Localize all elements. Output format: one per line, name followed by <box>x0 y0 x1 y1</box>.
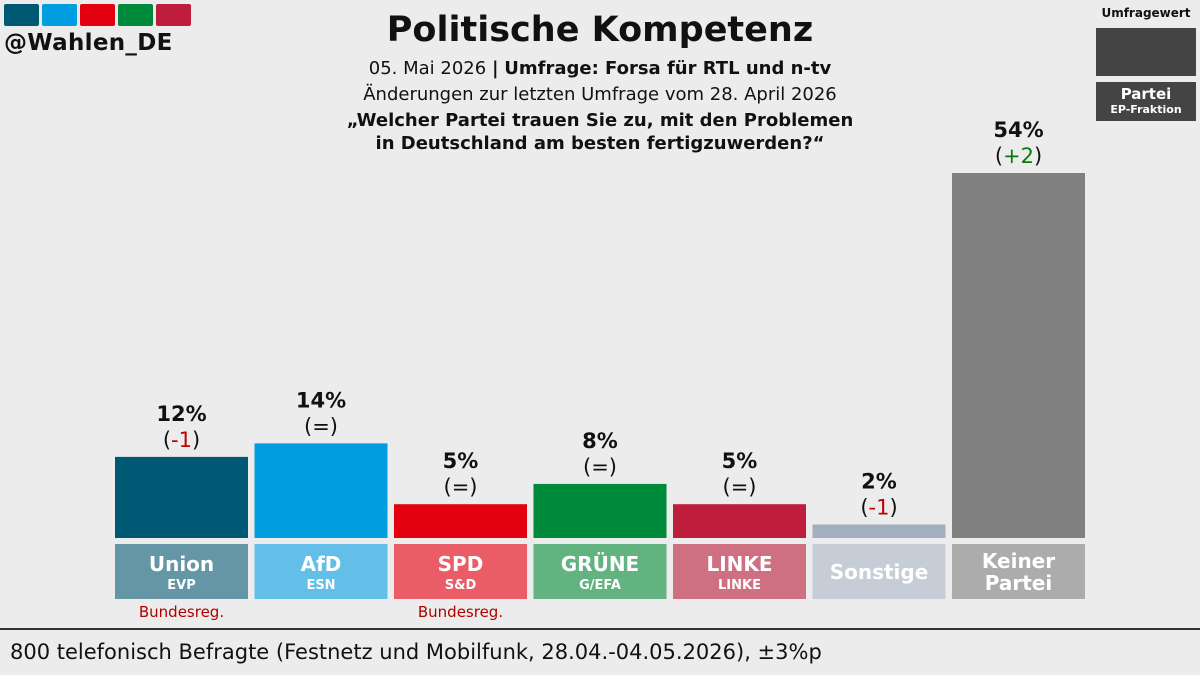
value-label: 54% <box>993 118 1043 142</box>
legend-party-box: Partei EP-Fraktion <box>1096 82 1196 121</box>
party-name: Keiner <box>982 549 1055 573</box>
logo-block <box>156 4 191 26</box>
value-label: 8% <box>582 429 618 453</box>
bar-4 <box>533 483 667 538</box>
poll-source: Umfrage: Forsa für RTL und n-tv <box>504 58 832 79</box>
change-label: (+2) <box>995 144 1042 168</box>
logo-block <box>42 4 77 26</box>
change-label: (=) <box>723 475 757 499</box>
change-label: (-1) <box>163 428 200 452</box>
poll-date: 05. Mai 2026 <box>368 58 487 79</box>
faction-name: S&D <box>445 578 477 593</box>
party-name: LINKE <box>706 552 772 576</box>
bar-2 <box>254 443 388 538</box>
change-label: (=) <box>304 414 338 438</box>
faction-name: ESN <box>306 578 335 593</box>
logo-block <box>4 4 39 26</box>
value-label: 12% <box>156 402 206 426</box>
value-label: 5% <box>722 449 758 473</box>
party-label-box <box>812 544 946 599</box>
value-label: 2% <box>861 469 897 493</box>
party-name: GRÜNE <box>561 552 639 576</box>
party-name: Partei <box>985 571 1052 595</box>
value-label: 14% <box>296 388 346 412</box>
party-name: Sonstige <box>830 560 929 584</box>
change-label: (=) <box>444 475 478 499</box>
change-label: (-1) <box>860 495 897 519</box>
question-line-1: „Welcher Partei trauen Sie zu, mit den P… <box>346 110 854 131</box>
faction-name: LINKE <box>718 578 761 593</box>
account-handle: @Wahlen_DE <box>4 30 173 56</box>
value-label: 5% <box>443 449 479 473</box>
legend: Umfragewert Partei EP-Fraktion <box>1096 6 1196 121</box>
legend-faction-label: EP-Fraktion <box>1110 103 1182 116</box>
separator: | <box>491 58 499 79</box>
change-label: (=) <box>583 455 617 479</box>
chart-title: Politische Kompetenz <box>386 10 814 50</box>
government-note: Bundesreg. <box>418 603 503 621</box>
party-label-box <box>394 544 527 599</box>
bar-1 <box>115 456 248 538</box>
footer-divider <box>0 628 1200 630</box>
party-label-box <box>673 544 806 599</box>
party-name: AfD <box>301 552 342 576</box>
legend-title: Umfragewert <box>1101 6 1191 20</box>
brand-logo-blocks <box>4 4 191 26</box>
bar-6 <box>812 524 946 538</box>
subtitle-changes: Änderungen zur letzten Umfrage vom 28. A… <box>363 84 837 105</box>
logo-block <box>80 4 115 26</box>
party-label-box <box>115 544 248 599</box>
faction-name: G/EFA <box>579 578 621 593</box>
bar-3 <box>394 504 527 538</box>
faction-name: EVP <box>167 578 195 593</box>
bar-7 <box>952 173 1085 538</box>
party-label-box <box>952 544 1085 599</box>
party-name: Union <box>149 552 214 576</box>
party-label-box <box>533 544 667 599</box>
bar-5 <box>673 504 806 538</box>
logo-block <box>118 4 153 26</box>
legend-party-label: Partei <box>1120 85 1172 103</box>
party-label-box <box>254 544 388 599</box>
poll-question: „Welcher Partei trauen Sie zu, mit den P… <box>300 109 900 155</box>
subtitle-date-source: 05. Mai 2026 | Umfrage: Forsa für RTL un… <box>0 58 1200 79</box>
legend-value-swatch <box>1096 28 1196 76</box>
government-note: Bundesreg. <box>139 603 224 621</box>
question-line-2: in Deutschland am besten fertigzuwerden?… <box>375 133 825 154</box>
party-name: SPD <box>438 552 484 576</box>
footer-note: 800 telefonisch Befragte (Festnetz und M… <box>10 640 822 664</box>
